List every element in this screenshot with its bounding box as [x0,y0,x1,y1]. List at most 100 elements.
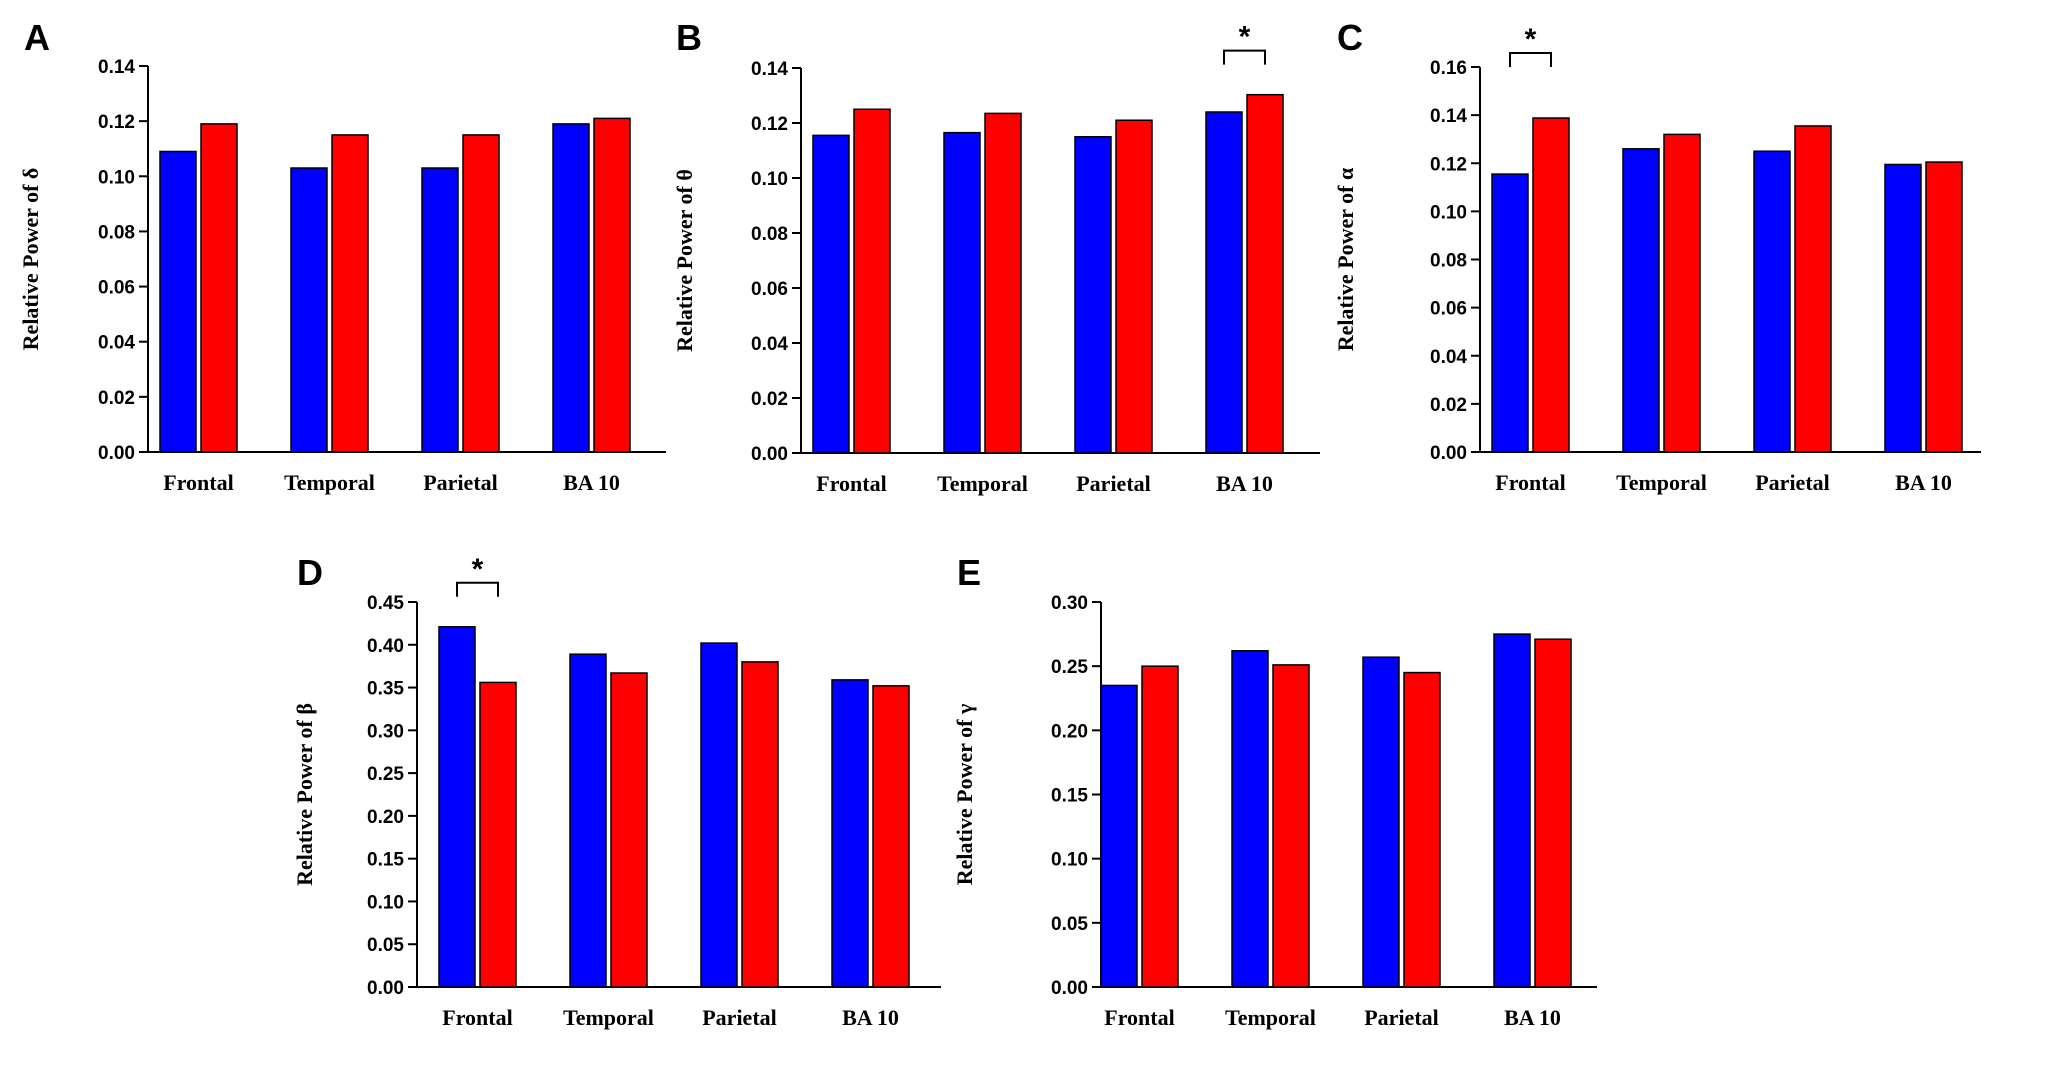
y-axis-title: Relative Power of δ [18,168,43,351]
bar-temporal-series-1 [1231,650,1269,988]
bar-parietal-series-2 [1115,119,1153,454]
x-category-label: Temporal [563,1005,654,1030]
y-tick-label: 0.04 [1430,347,1467,368]
x-category-label: Parietal [702,1005,777,1030]
x-category-label: Frontal [442,1005,512,1030]
bar-parietal-series-2 [462,134,500,453]
y-tick-label: 0.00 [367,978,404,999]
panel-label: B [676,17,702,58]
y-tick-label: 0.05 [1051,914,1088,935]
bar-parietal-series-1 [1362,656,1400,988]
y-tick-label: 0.08 [1430,251,1467,272]
bar-frontal-series-2 [200,123,238,453]
y-tick-label: 0.20 [367,807,404,828]
chart-panel-c: C Relative Power of α 0.00 0.02 0.04 0.06 0.08… [1333,17,1981,495]
y-tick-label: 0.04 [751,334,788,355]
bar-frontal-series-2 [1532,117,1570,453]
bar-frontal-series-1 [1100,684,1138,988]
panel-label: C [1337,17,1363,58]
panel-label: A [24,17,50,58]
bar-parietal-series-2 [1403,671,1441,988]
y-tick-label: 0.08 [98,222,135,243]
y-tick-label: 0.12 [98,112,135,133]
x-category-label: Temporal [937,471,1028,496]
y-tick-label: 0.40 [367,636,404,657]
bar-temporal-series-2 [331,134,369,453]
x-category-label: Temporal [1616,470,1707,495]
bar-ba-10-series-2 [1534,638,1572,988]
significance-bracket [456,581,499,597]
y-tick-label: 0.20 [1051,721,1088,742]
y-tick-label: 0.00 [751,444,788,465]
x-category-label: Frontal [163,470,233,495]
bar-ba-10-series-1 [831,679,869,988]
y-tick-label: 0.00 [1430,443,1467,464]
y-tick-label: 0.00 [1051,978,1088,999]
y-tick-label: 0.30 [1051,593,1088,614]
bar-temporal-series-2 [984,112,1022,454]
bar-frontal-series-1 [159,150,197,453]
y-tick-label: 0.02 [1430,395,1467,416]
bar-frontal-series-2 [853,108,891,454]
y-axis-title: Relative Power of α [1333,167,1358,351]
y-tick-label: 0.12 [1430,154,1467,175]
bar-frontal-series-2 [479,681,517,988]
bar-temporal-series-1 [569,653,607,988]
y-tick-label: 0.35 [367,679,404,700]
x-category-label: Frontal [1104,1005,1174,1030]
y-tick-label: 0.25 [367,764,404,785]
chart-panel-a: A Relative Power of δ 0.00 0.02 0.04 0.06 0.08… [18,17,666,495]
y-tick-label: 0.04 [98,333,135,354]
significance-star: * [472,553,484,586]
x-category-label: Frontal [816,471,886,496]
y-tick-label: 0.05 [367,935,404,956]
y-tick-label: 0.12 [751,114,788,135]
bar-parietal-series-1 [700,642,738,988]
y-tick-label: 0.15 [1051,786,1088,807]
bar-parietal-series-1 [421,167,459,453]
bar-temporal-series-1 [943,131,981,454]
bar-parietal-series-1 [1074,136,1112,454]
bar-parietal-series-2 [1794,125,1832,453]
x-category-label: BA 10 [563,470,620,495]
y-tick-label: 0.00 [98,443,135,464]
bar-temporal-series-2 [1663,133,1701,453]
x-category-label: Parietal [1364,1005,1439,1030]
bar-ba-10-series-1 [1493,633,1531,988]
x-category-label: Parietal [423,470,498,495]
x-category-label: BA 10 [842,1005,899,1030]
x-category-label: Temporal [1225,1005,1316,1030]
y-tick-label: 0.10 [367,892,404,913]
bar-frontal-series-1 [812,134,850,454]
significance-star: * [1525,23,1537,56]
y-tick-label: 0.02 [98,388,135,409]
y-tick-label: 0.16 [1430,58,1467,79]
x-category-label: BA 10 [1895,470,1952,495]
y-tick-label: 0.25 [1051,657,1088,678]
y-tick-label: 0.14 [98,57,135,78]
y-tick-label: 0.02 [751,389,788,410]
x-category-label: Parietal [1076,471,1151,496]
bar-ba-10-series-1 [1205,111,1243,454]
bar-parietal-series-1 [1753,150,1791,453]
bar-frontal-series-1 [1491,173,1529,453]
x-category-label: Parietal [1755,470,1830,495]
x-category-label: Temporal [284,470,375,495]
y-tick-label: 0.08 [751,224,788,245]
bar-temporal-series-1 [1622,148,1660,453]
bar-ba-10-series-2 [872,685,910,988]
y-tick-label: 0.30 [367,721,404,742]
y-tick-label: 0.15 [367,850,404,871]
y-tick-label: 0.10 [1430,202,1467,223]
y-tick-label: 0.10 [98,167,135,188]
y-tick-label: 0.10 [1051,850,1088,871]
bar-ba-10-series-2 [1246,93,1284,454]
y-tick-label: 0.10 [751,169,788,190]
significance-bracket [1223,49,1266,65]
panel-label: E [957,552,981,593]
significance-star: * [1239,21,1251,54]
significance-bracket [1509,52,1552,67]
bar-parietal-series-2 [741,661,779,988]
chart-panel-d: D Relative Power of β 0.00 0.05 0.10 0.15 0.20… [292,552,941,1030]
